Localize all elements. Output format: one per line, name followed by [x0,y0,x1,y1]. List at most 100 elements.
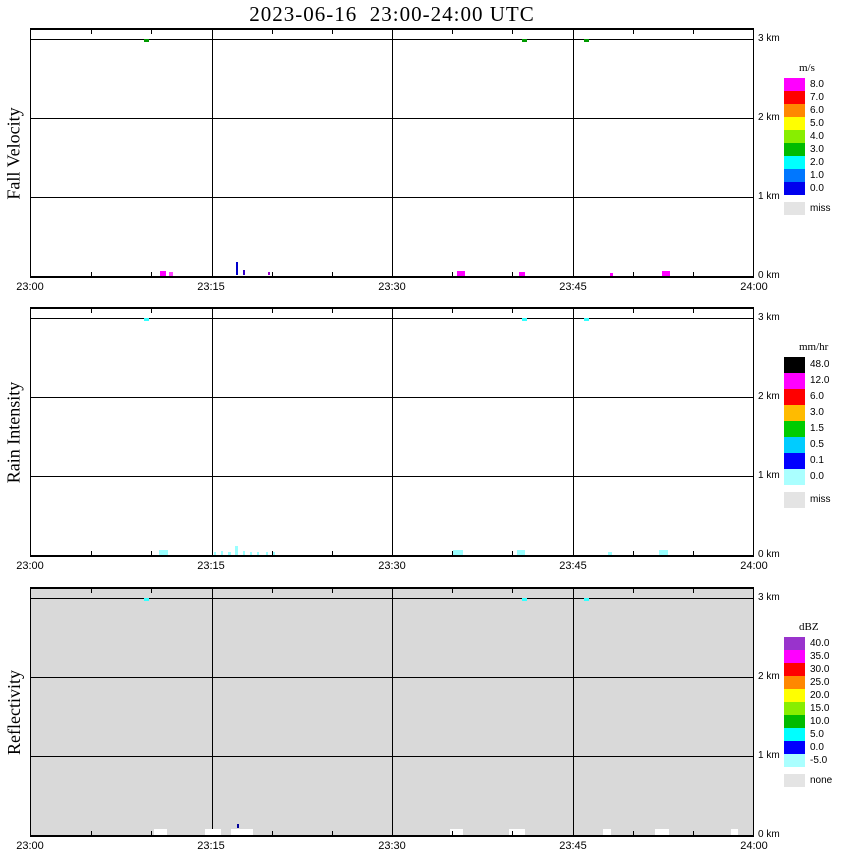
minor-tick [452,589,453,593]
minor-tick [272,30,273,34]
minor-tick [91,272,92,276]
y-axis-title-wrap: Fall Velocity [0,28,28,278]
x-tick-label: 24:00 [740,840,768,852]
colorbar-swatch [784,754,805,767]
colorbar-entry: 3.0 [784,405,844,421]
minor-tick [452,30,453,34]
minor-tick [332,309,333,313]
data-points-layer [31,30,753,276]
minor-tick [151,831,152,835]
minor-tick [633,309,634,313]
colorbar-label: 6.0 [810,104,824,116]
colorbar-label: 0.1 [810,455,824,466]
minor-tick [91,30,92,34]
colorbar-entry: 8.0 [784,78,844,91]
colorbar-unit: mm/hr [799,341,829,353]
colorbar-entry: 7.0 [784,91,844,104]
colorbar-label: 5.0 [810,728,824,740]
x-tick-label: 23:30 [378,281,406,293]
colorbar-swatch [784,637,805,650]
colorbar-label: 0.0 [810,741,824,753]
y-axis-title: Rain Intensity [3,381,24,483]
colorbar-swatch [784,405,805,421]
colorbar-swatch [784,182,805,195]
data-point [242,551,245,555]
plot-area-reflectivity [30,587,754,837]
gridline-vertical [392,589,393,835]
colorbar-label: miss [810,202,831,214]
colorbar-label: none [810,774,833,786]
data-point [168,272,173,276]
colorbar-entry: 0.0 [784,741,844,754]
colorbar-label: 2.0 [810,156,824,168]
colorbar-label: 0.5 [810,439,824,450]
km-label: 2 km [758,671,780,682]
data-point [235,545,239,555]
data-points-layer [31,309,753,555]
minor-tick [693,551,694,555]
colorbar-swatch [784,357,805,373]
panel-fall-velocity: Fall Velocity 3 km 2 km 1 km 0 km 23:00 23:1… [0,28,850,328]
colorbar-entry: 1.0 [784,169,844,182]
colorbar-entry: 15.0 [784,702,844,715]
minor-tick [512,831,513,835]
gridline-3km [31,318,753,319]
km-label: 2 km [758,391,780,402]
data-point [154,829,168,835]
colorbar-swatch [784,774,805,787]
colorbar-entry: 10.0 [784,715,844,728]
colorbar-unit: m/s [799,62,815,74]
km-label: 0 km [758,829,780,840]
colorbar-entry: 48.0 [784,357,844,373]
gridline-1km [31,756,753,757]
data-point [603,829,612,835]
minor-tick [633,551,634,555]
colorbar-entry: 5.0 [784,728,844,741]
x-axis: 23:00 23:15 23:30 23:45 24:00 [0,839,850,853]
colorbar-label: -5.0 [810,754,828,766]
colorbar-label: 7.0 [810,91,824,103]
x-tick-label: 24:00 [740,281,768,293]
colorbar-swatch [784,78,805,91]
colorbar-entry: 6.0 [784,104,844,117]
data-point [654,829,669,835]
x-tick-label: 23:30 [378,560,406,572]
minor-tick [272,551,273,555]
x-tick-label: 23:45 [559,560,587,572]
data-point [516,550,525,555]
x-tick-label: 23:00 [16,560,44,572]
gridline-vertical [211,309,213,555]
data-point [268,272,271,276]
data-point [521,318,527,321]
minor-tick [332,272,333,276]
colorbar-swatch [784,715,805,728]
colorbar-entry: 0.0 [784,469,844,485]
y-axis-right: 3 km 2 km 1 km 0 km [758,587,798,840]
km-label: 0 km [758,549,780,560]
colorbar-swatch [784,389,805,405]
panel-rain-intensity: Rain Intensity 3 km 2 km 1 km 0 km 23:00 23:… [0,307,850,607]
colorbar-label: 3.0 [810,143,824,155]
colorbar-entry: 0.1 [784,453,844,469]
colorbar-nodata-entry: miss [784,202,844,215]
x-axis: 23:00 23:15 23:30 23:45 24:00 [0,559,850,573]
y-axis-title-wrap: Reflectivity [0,587,28,837]
data-point [265,551,268,555]
data-point [228,551,232,555]
minor-tick [452,831,453,835]
x-tick-label: 23:15 [197,281,225,293]
colorbar-swatch [784,650,805,663]
gridline-vertical [211,30,213,276]
colorbar-label: 8.0 [810,78,824,90]
colorbar-label: 3.0 [810,407,824,418]
colorbar-label: 0.0 [810,182,824,194]
x-tick-label: 24:00 [740,560,768,572]
colorbar-nodata-entry: miss [784,492,844,508]
km-label: 1 km [758,470,780,481]
colorbar-swatch [784,469,805,485]
colorbar-swatch [784,130,805,143]
gridline-vertical [211,589,213,835]
x-tick-label: 23:15 [197,560,225,572]
y-axis-title: Fall Velocity [3,106,24,200]
colorbar-nodata-entry: none [784,774,844,787]
